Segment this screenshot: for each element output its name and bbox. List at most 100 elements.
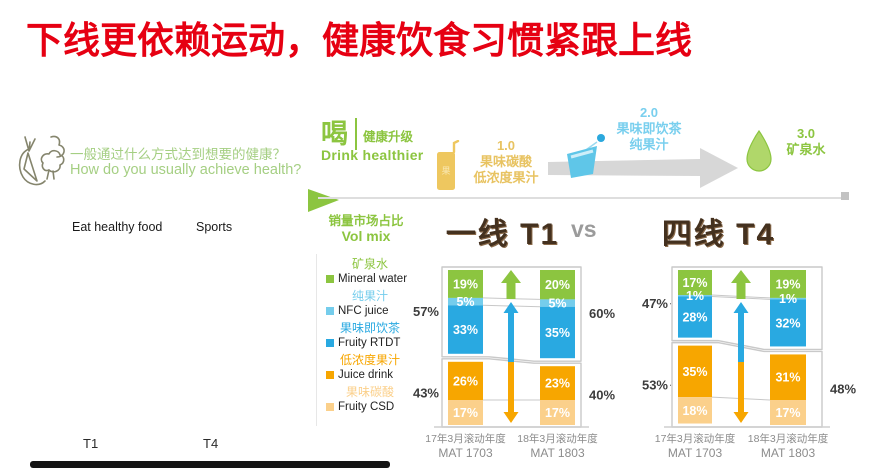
health-question-zh: 一般通过什么方式达到想要的健康？ <box>70 147 286 162</box>
x-axis-label-line2: MAT 1703 <box>668 446 723 460</box>
bar-segment <box>770 354 806 401</box>
group-total-label: 40% <box>589 388 615 403</box>
vol-mix-label: 销量市场占比 Vol mix <box>318 214 414 244</box>
bar-segment <box>540 306 575 359</box>
bar-segment <box>678 345 712 398</box>
legend-swatch-icon <box>326 275 334 283</box>
bar-segment <box>678 270 712 295</box>
legend-item: 果味即饮茶 Fruity RTDT <box>320 321 420 353</box>
health-question-en: How do you usually achieve health? <box>70 162 302 178</box>
section-divider-line <box>318 197 845 199</box>
water-drop-icon <box>746 130 772 172</box>
legend-divider <box>316 254 317 426</box>
legend-label-zh: 低浓度果汁 <box>339 353 400 367</box>
stage-2-line1: 果味即饮茶 <box>616 121 682 136</box>
bar-segment <box>770 270 806 298</box>
segment-value-label: 19% <box>775 277 800 291</box>
trend-up-arrow-blue <box>733 302 749 368</box>
legend: 矿泉水 Mineral water 纯果汁 NFC juice 果味即饮茶 Fruity … <box>320 257 420 417</box>
legend-label-en: Mineral water <box>338 273 408 285</box>
group-total-label: 53% <box>642 377 668 392</box>
drink-headline-tag: 健康升级 <box>363 130 414 144</box>
vol-mix-label-zh: 销量市场占比 <box>328 214 404 228</box>
segment-value-label: 17% <box>453 406 478 420</box>
group-total-label: 48% <box>830 382 856 397</box>
x-axis-label-line1: 17年3月滚动年度 <box>425 432 506 445</box>
x-axis-label-line1: 17年3月滚动年度 <box>655 432 736 445</box>
juice-box-icon: 果 <box>437 140 460 190</box>
legend-label-en: NFC juice <box>338 305 389 317</box>
legend-label-zh: 果味即饮茶 <box>339 321 400 335</box>
tier-label-t4: T4 <box>203 436 219 451</box>
legend-label-en: Fruity RTDT <box>338 337 401 349</box>
legend-swatch-icon <box>326 403 334 411</box>
bar-segment <box>448 361 483 401</box>
segment-value-label: 17% <box>775 406 800 420</box>
segment-value-label: 26% <box>453 374 478 388</box>
legend-item: 矿泉水 Mineral water <box>320 257 420 289</box>
x-axis-label-line2: MAT 1803 <box>530 446 585 460</box>
t1-chart: 19% 5% 33% 26% 17% 20% 5% 35% 23% 17% 57% 43% 60% 40%… <box>413 266 615 460</box>
legend-item: 纯果汁 NFC juice <box>320 289 420 321</box>
segment-value-label: 35% <box>682 365 707 379</box>
drink-headline: 喝 <box>321 119 348 149</box>
stage-1-line2: 低浓度果汁 <box>473 170 539 185</box>
bar-segment <box>448 400 483 425</box>
bar-segment <box>770 297 806 300</box>
segment-value-label: 32% <box>775 316 800 330</box>
bar-segment <box>678 296 712 338</box>
tier-label-t1: T1 <box>83 436 99 451</box>
t4-chart: 17%1%28%35%18%19%1%32%31%17%47%53% 48%17年… <box>642 266 856 460</box>
legend-item: 果味碳酸 Fruity CSD <box>320 385 420 417</box>
bottom-progress-bar <box>30 461 390 468</box>
bar-segment <box>770 299 806 347</box>
slide-title: 下线更依赖运动，健康饮食习惯紧跟上线 <box>26 20 692 61</box>
drink-stage-3: 3.0 矿泉水 <box>764 126 848 158</box>
segment-value-label: 18% <box>682 404 707 418</box>
vs-label: vs <box>571 216 597 242</box>
group-total-label: 43% <box>413 385 439 400</box>
section-divider-arrow-icon <box>308 189 339 212</box>
segment-value-label: 1% <box>686 289 704 303</box>
legend-swatch-icon <box>326 371 334 379</box>
legend-label-zh: 果味碳酸 <box>345 385 394 399</box>
bar-segment <box>448 305 483 354</box>
segment-value-label: 35% <box>545 326 570 340</box>
t1-heading: 一线 T1 <box>445 218 560 251</box>
stage-2-level: 2.0 <box>639 105 659 120</box>
group-total-label: 57% <box>413 304 439 319</box>
drink-headline-divider <box>355 118 357 150</box>
segment-value-label: 19% <box>453 277 478 291</box>
vegetables-icon <box>18 135 65 186</box>
bar-segment <box>448 270 483 298</box>
bar-segment <box>540 400 575 425</box>
drink-headline-en: Drink healthier <box>321 147 424 163</box>
group-total-label: 60% <box>589 306 615 321</box>
bar-segment <box>540 299 575 307</box>
trend-down-arrow-orange <box>503 362 519 423</box>
stage-3-line1: 矿泉水 <box>786 142 826 157</box>
segment-value-label: 5% <box>548 297 566 311</box>
stage-3-level: 3.0 <box>796 126 816 141</box>
trend-down-arrow-orange <box>733 362 749 423</box>
legend-swatch-icon <box>326 307 334 315</box>
bar-segment <box>678 397 712 424</box>
legend-label-zh: 矿泉水 <box>351 257 388 271</box>
answer-sports: Sports <box>196 220 233 234</box>
segment-value-label: 28% <box>682 311 707 325</box>
segment-value-label: 33% <box>453 323 478 337</box>
trend-up-arrow-green <box>731 270 751 299</box>
segment-value-label: 23% <box>545 377 570 391</box>
group-outline-top <box>441 266 582 362</box>
drink-stage-1: 1.0 果味碳酸 低浓度果汁 <box>466 138 546 186</box>
x-axis-label-line2: MAT 1703 <box>438 446 493 460</box>
upgrade-arrow-icon <box>548 148 738 188</box>
bar-segment <box>540 366 575 401</box>
segment-value-label: 1% <box>779 292 797 306</box>
bar-segment <box>540 270 575 300</box>
segment-value-label: 5% <box>456 295 474 309</box>
bar-segment <box>770 400 806 425</box>
bar-segment <box>448 297 483 306</box>
trend-up-arrow-green <box>501 270 521 299</box>
